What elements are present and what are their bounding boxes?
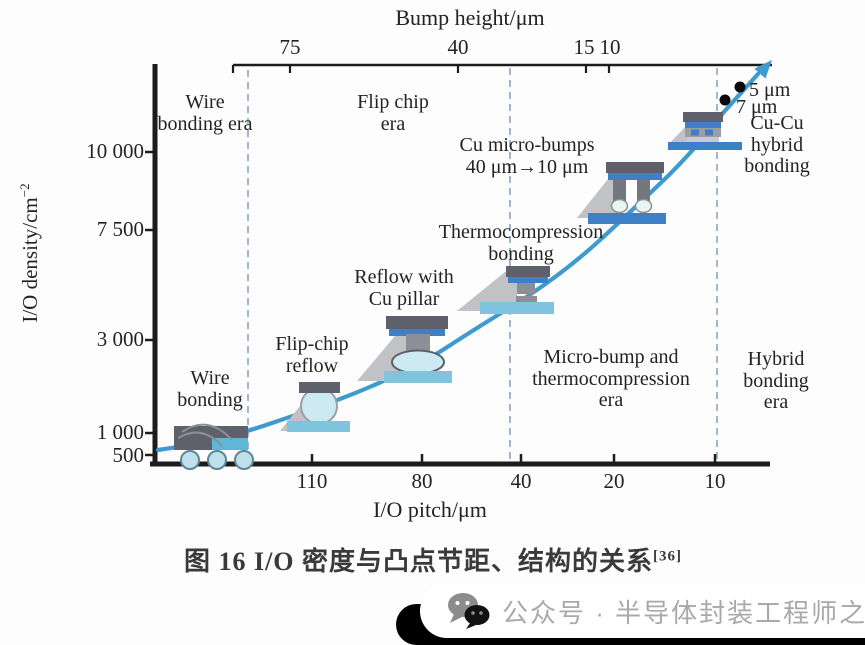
io-density-tick-3000: 3 000 (96, 327, 144, 351)
bump-height-tick-10: 10 (599, 35, 621, 59)
cu-cu-hybrid-bonding-structure-icon (668, 112, 742, 150)
bump-height-axis (231, 63, 772, 73)
tech-label-cu-micro-bumps: Cu micro-bumps 40 μm→10 μm (459, 134, 595, 178)
io-density-axis (145, 64, 158, 466)
io-density-tick-10000: 10 000 (86, 139, 144, 163)
curve-arrowhead-icon (754, 60, 772, 79)
io-pitch-tick-110: 110 (296, 469, 328, 493)
citation-ref: [36] (653, 548, 683, 565)
io-pitch-axis-title: I/O pitch/μm (373, 497, 487, 522)
thermocompression-structure-icon (457, 266, 554, 314)
tech-label-reflow-cu-pillar: Reflow with Cu pillar (354, 266, 454, 310)
era-label-hybrid-bonding: Hybrid bonding era (743, 348, 809, 414)
io-pitch-axis (150, 454, 770, 467)
tech-label-flip-chip-reflow: Flip-chip reflow (275, 333, 349, 377)
bump-height-tick-75: 75 (279, 35, 301, 59)
roadmap-curve (155, 71, 761, 453)
era-label-micro-bump: Micro-bump and thermocompression era (532, 346, 690, 412)
flip-chip-reflow-structure-icon (280, 382, 350, 432)
figure-caption: 图 16 I/O 密度与凸点节距、结构的关系[36] (183, 547, 683, 576)
point-label-5um: 5 μm (749, 79, 791, 101)
io-density-axis-title: I/O density/cm−2 (17, 183, 42, 323)
tech-label-cu-cu-hybrid: Cu-Cu hybrid bonding (744, 112, 810, 178)
bump-height-tick-40: 40 (447, 35, 469, 59)
io-pitch-tick-20: 20 (603, 469, 625, 493)
io-pitch-tick-10: 10 (704, 469, 726, 493)
wechat-icon (448, 593, 490, 629)
io-pitch-tick-40: 40 (510, 469, 532, 493)
watermark-text: 公众号 · 半导体封装工程师之家 (502, 597, 865, 628)
bump-height-tick-15: 15 (573, 35, 595, 59)
wire-bonding-structure-icon (174, 423, 254, 470)
cu-pillar-structure-icon (357, 316, 452, 383)
io-density-tick-1000: 1 000 (96, 420, 144, 444)
tech-label-wire-bonding: Wire bonding (177, 367, 243, 411)
era-label-wire-bonding: Wire bonding era (157, 91, 253, 135)
io-pitch-tick-80: 80 (411, 469, 433, 493)
watermark-badge: 公众号 · 半导体封装工程师之家 (420, 584, 865, 638)
tech-label-thermocompression: Thermocompression bonding (438, 221, 604, 265)
io-density-tick-500: 500 (112, 443, 145, 467)
cu-micro-bump-structure-icon (577, 162, 666, 224)
data-point-5um (734, 81, 746, 93)
io-density-tick-7500: 7 500 (96, 217, 144, 241)
era-label-flip-chip: Flip chip era (357, 91, 429, 135)
point-label-7um: 7 μm (736, 96, 778, 118)
data-point-7um (719, 94, 731, 106)
bump-height-axis-title: Bump height/μm (395, 5, 545, 30)
